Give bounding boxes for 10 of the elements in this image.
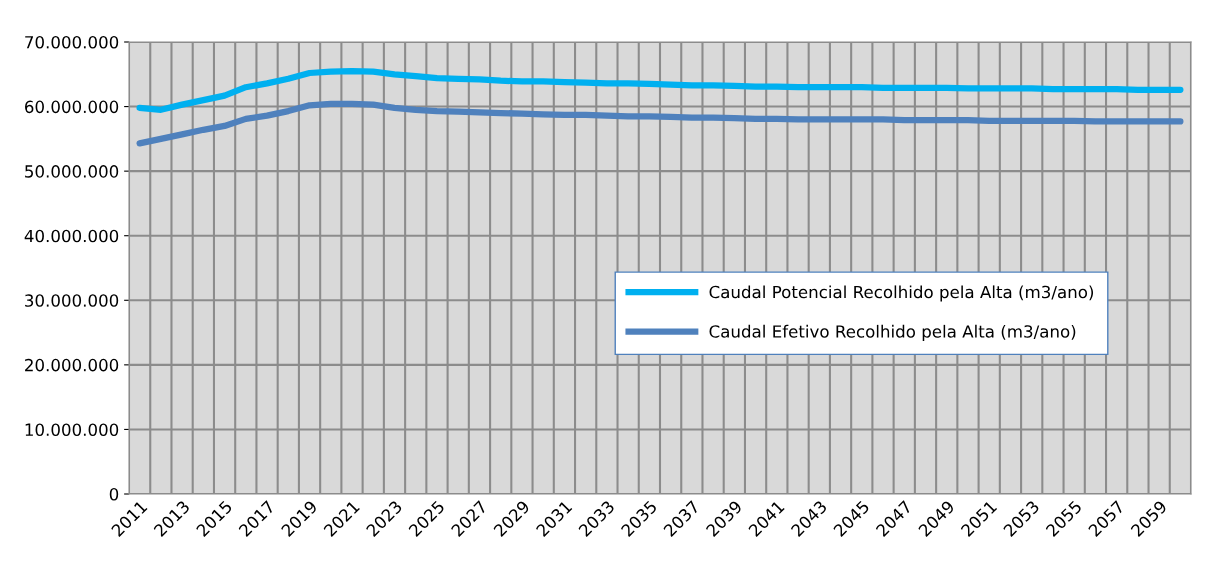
y-tick-label: 40.000.000 — [24, 229, 119, 243]
legend-label: Caudal Potencial Recolhido pela Alta (m3/ano) — [709, 285, 1094, 302]
y-tick-label: 70.000.000 — [25, 35, 119, 49]
y-tick-label: 20.000.000 — [25, 358, 119, 372]
legend-label: Caudal Efetivo Recolhido pela Alta (m3/ano) — [709, 324, 1076, 341]
y-tick-label: 30.000.000 — [25, 294, 119, 307]
y-tick-label: 50.000.000 — [25, 165, 119, 178]
y-tick-label: 0 — [109, 487, 119, 501]
y-tick-label: 60.000.000 — [25, 100, 119, 114]
y-tick-label: 10.000.000 — [25, 423, 119, 436]
